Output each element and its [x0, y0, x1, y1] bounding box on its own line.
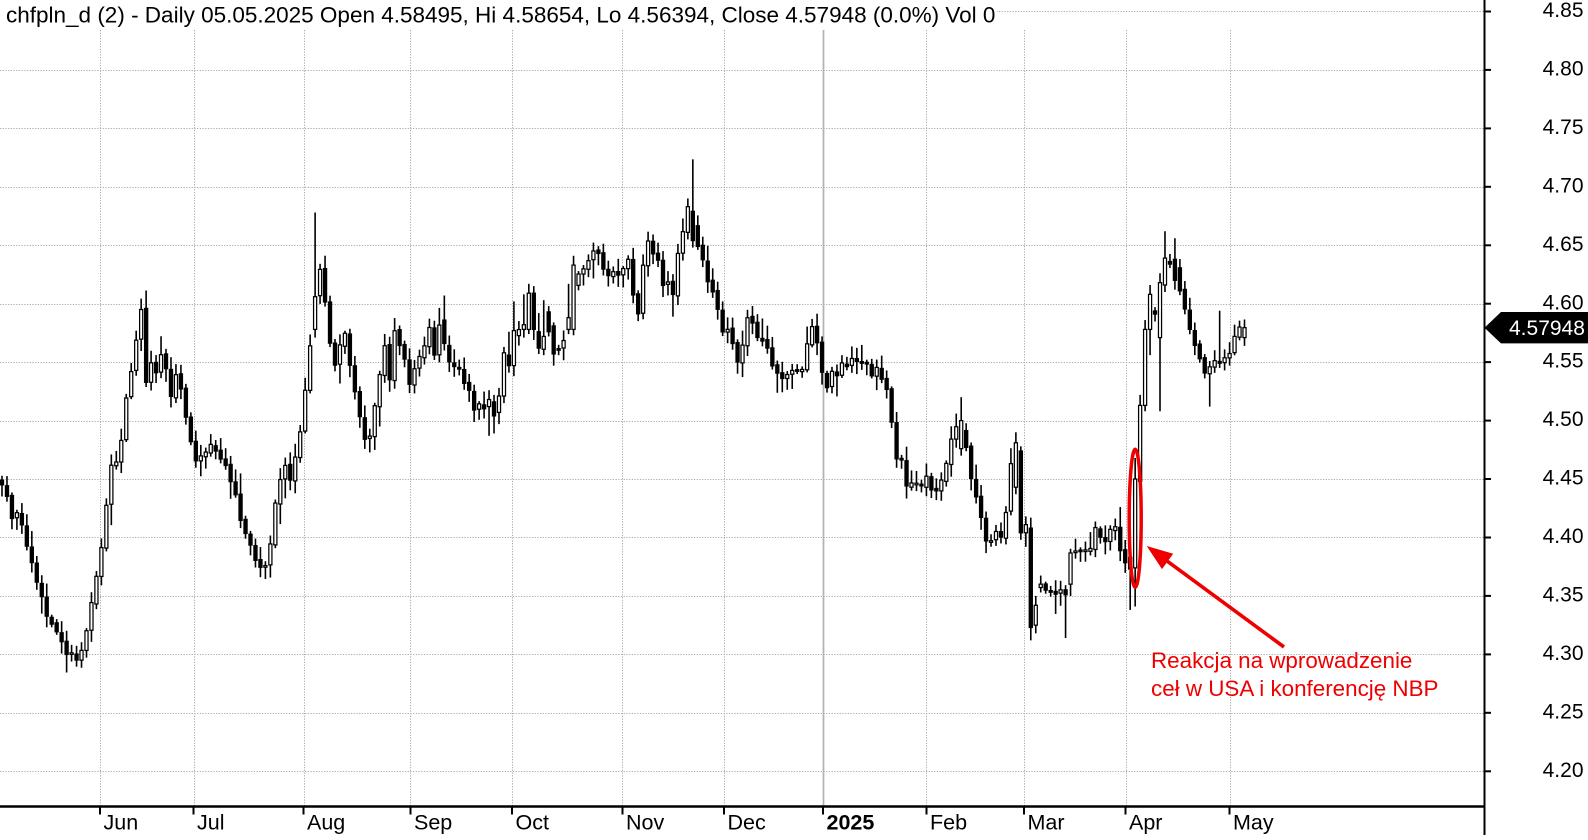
svg-text:4.85: 4.85 — [1543, 0, 1584, 22]
svg-text:Sep: Sep — [414, 811, 452, 835]
svg-text:ceł w USA i konferencję NBP: ceł w USA i konferencję NBP — [1151, 676, 1438, 701]
svg-text:Jul: Jul — [197, 811, 224, 835]
svg-text:4.35: 4.35 — [1543, 584, 1584, 607]
svg-text:Jun: Jun — [104, 811, 139, 835]
svg-text:4.70: 4.70 — [1543, 174, 1584, 197]
svg-text:Nov: Nov — [626, 811, 664, 835]
svg-text:4.65: 4.65 — [1543, 233, 1584, 256]
svg-text:4.60: 4.60 — [1543, 291, 1584, 314]
svg-text:May: May — [1233, 811, 1274, 835]
svg-text:4.40: 4.40 — [1543, 525, 1584, 548]
svg-text:Dec: Dec — [728, 811, 766, 835]
svg-text:Feb: Feb — [930, 811, 967, 835]
svg-text:4.57948: 4.57948 — [1509, 317, 1585, 340]
svg-text:2025: 2025 — [827, 811, 875, 835]
svg-text:Mar: Mar — [1028, 811, 1065, 835]
svg-text:4.80: 4.80 — [1543, 58, 1584, 81]
svg-text:4.55: 4.55 — [1543, 350, 1584, 373]
svg-text:4.30: 4.30 — [1543, 642, 1584, 665]
svg-text:Oct: Oct — [516, 811, 549, 835]
svg-text:4.45: 4.45 — [1543, 467, 1584, 490]
svg-text:4.25: 4.25 — [1543, 700, 1584, 723]
svg-text:4.75: 4.75 — [1543, 116, 1584, 139]
svg-text:Reakcja na wprowadzenie: Reakcja na wprowadzenie — [1151, 648, 1412, 673]
svg-text:Aug: Aug — [307, 811, 345, 835]
svg-text:4.50: 4.50 — [1543, 408, 1584, 431]
svg-text:Apr: Apr — [1129, 811, 1162, 835]
svg-text:4.20: 4.20 — [1543, 759, 1584, 782]
svg-text:chfpln_d (2) - Daily 05.05.202: chfpln_d (2) - Daily 05.05.2025 Open 4.5… — [6, 3, 995, 28]
